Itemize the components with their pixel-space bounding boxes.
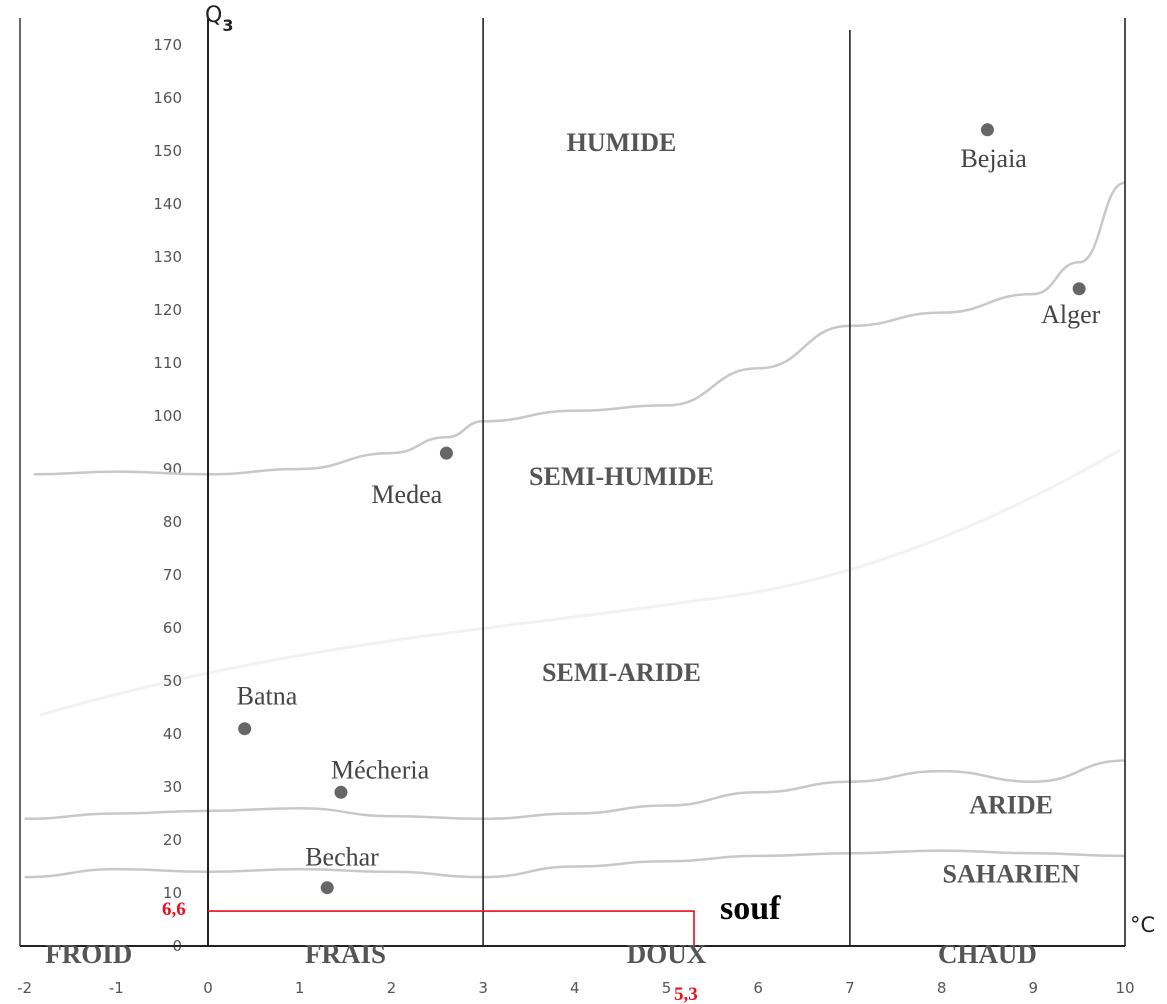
x-tick-5: 5: [662, 979, 672, 997]
station-point-bechar: [320, 881, 334, 895]
y-tick-40: 40: [163, 725, 182, 743]
zone-label-semi-aride: SEMI-ARIDE: [542, 658, 701, 687]
y-tick-170: 170: [153, 36, 182, 54]
y-axis-subscript: 3: [222, 16, 233, 35]
zone-label-aride: ARIDE: [969, 791, 1053, 820]
station-point-bejaia: [980, 123, 994, 137]
boundary-curve-2: [24, 759, 1126, 821]
y-tick-60: 60: [163, 619, 182, 637]
y-axis-title: Q3: [205, 3, 233, 35]
y-tick-20: 20: [163, 831, 182, 849]
x-axis-unit: °C: [1130, 913, 1155, 937]
x-tick--1: -1: [109, 979, 124, 997]
souf-marker-lines: [208, 910, 695, 946]
station-label-batna: Batna: [237, 682, 298, 711]
station-label-alger: Alger: [1041, 300, 1101, 329]
station-point-alger: [1072, 282, 1086, 296]
temperature-zone-frais: FRAIS: [305, 939, 386, 969]
y-tick-90: 90: [163, 460, 182, 478]
x-tick-10: 10: [1115, 979, 1134, 997]
souf-label: souf: [720, 890, 781, 927]
station-label-bejaia: Bejaia: [960, 144, 1027, 173]
x-tick-0: 0: [203, 979, 213, 997]
station-label-medea: Medea: [371, 480, 442, 509]
temperature-zone-froid: FROID: [45, 939, 132, 969]
x-tick-9: 9: [1029, 979, 1039, 997]
x-tick-1: 1: [295, 979, 305, 997]
zone-label-saharien: SAHARIEN: [943, 859, 1080, 888]
station-point-mécheria: [334, 785, 348, 799]
y-tick-30: 30: [163, 778, 182, 796]
station-label-bechar: Bechar: [305, 843, 379, 872]
x-tick-7: 7: [845, 979, 855, 997]
y-tick-10: 10: [163, 884, 182, 902]
station-point-batna: [238, 722, 252, 736]
station-point-medea: [439, 446, 453, 460]
zone-label-humide: HUMIDE: [567, 128, 677, 157]
boundary-curve-1: [33, 181, 1126, 476]
temperature-zone-chaud: CHAUD: [938, 939, 1037, 969]
souf-x-value-label: 5,3: [674, 984, 698, 1004]
y-tick-100: 100: [153, 407, 182, 425]
y-tick-70: 70: [163, 566, 182, 584]
y-tick-130: 130: [153, 248, 182, 266]
x-tick-8: 8: [937, 979, 947, 997]
y-tick-140: 140: [153, 195, 182, 213]
zone-label-semi-humide: SEMI-HUMIDE: [529, 462, 714, 491]
x-tick-3: 3: [478, 979, 488, 997]
y-tick-150: 150: [153, 142, 182, 160]
x-tick-4: 4: [570, 979, 580, 997]
x-tick-6: 6: [753, 979, 763, 997]
y-tick-80: 80: [163, 513, 182, 531]
station-label-mécheria: Mécheria: [331, 755, 430, 784]
souf-y-value-label: 6,6: [162, 899, 186, 920]
background-contour: [39, 448, 1121, 717]
x-tick--2: -2: [17, 979, 32, 997]
y-tick-160: 160: [153, 89, 182, 107]
y-tick-120: 120: [153, 301, 182, 319]
x-tick-2: 2: [387, 979, 397, 997]
temperature-zone-doux: DOUX: [627, 939, 707, 969]
y-tick-110: 110: [153, 354, 182, 372]
y-tick-50: 50: [163, 672, 182, 690]
